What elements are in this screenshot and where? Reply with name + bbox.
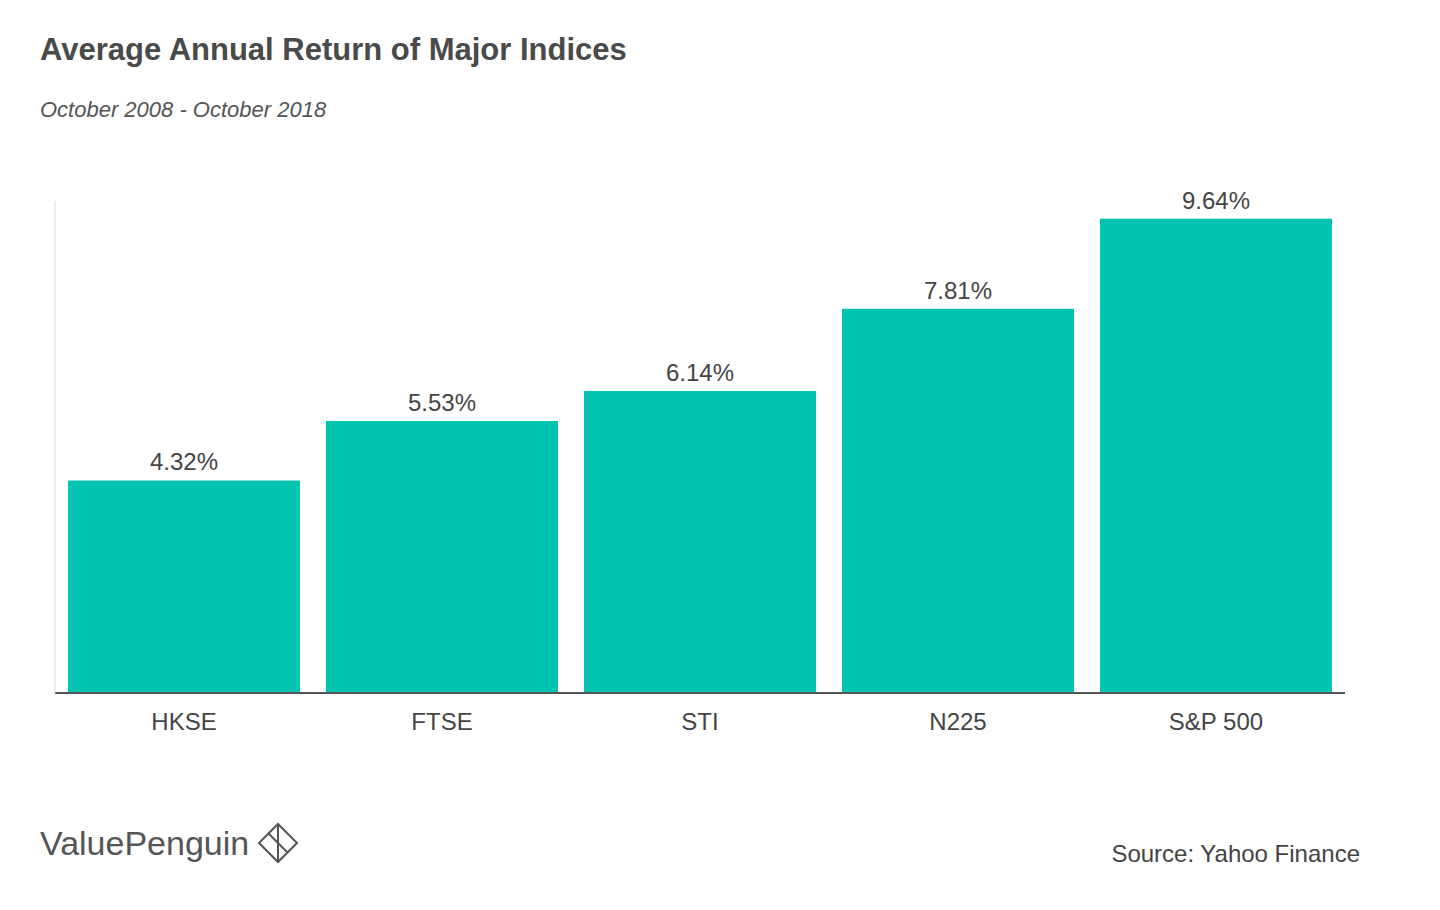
html-text:Source: Yahoo Finance: Source: Yahoo Finance <box>1111 840 1360 867</box>
svg-text:4.32%: 4.32% <box>150 448 218 475</box>
svg-text:HKSE: HKSE <box>151 708 216 735</box>
html-text:ValuePenguin: ValuePenguin <box>40 823 250 862</box>
svg-text:N225: N225 <box>929 708 986 735</box>
svg-text:7.81%: 7.81% <box>924 277 992 304</box>
svg-text:STI: STI <box>681 708 718 735</box>
svg-text:5.53%: 5.53% <box>408 389 476 416</box>
svg-text:6.14%: 6.14% <box>666 359 734 386</box>
svg-text:FTSE: FTSE <box>411 708 472 735</box>
svg-text:9.64%: 9.64% <box>1182 187 1250 214</box>
html-text:October 2008 - October 2018: October 2008 - October 2018 <box>40 97 327 122</box>
svg-text:S&P 500: S&P 500 <box>1169 708 1263 735</box>
html-text:Average Annual Return of Major: Average Annual Return of Major Indices <box>40 32 627 67</box>
